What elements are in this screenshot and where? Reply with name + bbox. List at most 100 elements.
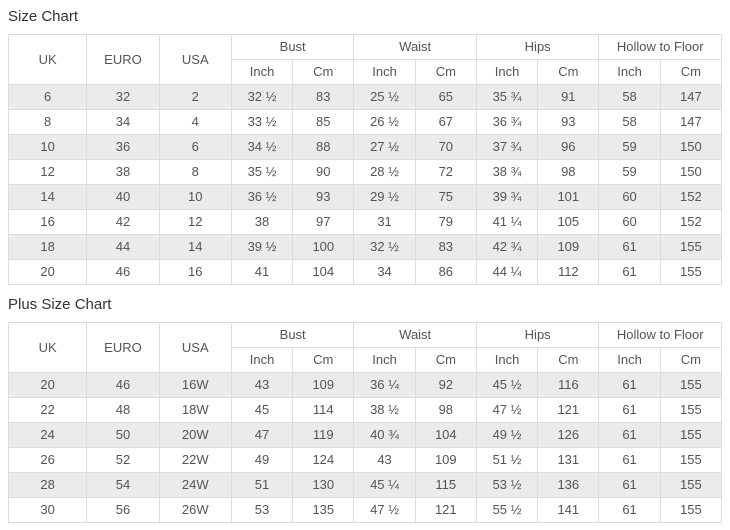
- group-header-cell: Bust: [230, 34, 355, 60]
- table-cell: 8: [158, 159, 232, 185]
- table-cell: 98: [414, 397, 477, 423]
- table-cell: 136: [537, 472, 600, 498]
- subheader-row: Inch Cm Inch Cm Inch Cm Inch Cm: [9, 59, 723, 85]
- table-cell: 147: [659, 84, 723, 110]
- subheader-cell: Cm: [292, 59, 355, 85]
- table-cell: 141: [537, 497, 600, 523]
- table-row: 26 52 22W 49 124 43 109 51 ½ 131 61 155: [7, 447, 723, 473]
- table-cell: 47 ½: [353, 497, 416, 523]
- table-cell: 20W: [158, 422, 232, 448]
- table-cell: 155: [659, 472, 723, 498]
- subheader-row: Inch Cm Inch Cm Inch Cm Inch Cm: [9, 347, 723, 373]
- table-cell: 44 ¼: [475, 259, 539, 285]
- table-cell: 101: [537, 184, 600, 210]
- table-cell: 49: [230, 447, 294, 473]
- table-cell: 52: [86, 447, 160, 473]
- table-cell: 51: [230, 472, 294, 498]
- table-row: 6 32 2 32 ½ 83 25 ½ 65 35 ¾ 91 58 147: [7, 84, 723, 110]
- table-cell: 12: [158, 209, 232, 235]
- table-cell: 114: [292, 397, 355, 423]
- table-cell: 152: [659, 209, 723, 235]
- table-cell: 60: [598, 209, 661, 235]
- group-header-cell: UK: [7, 34, 88, 85]
- table-cell: 28: [7, 472, 88, 498]
- table-cell: 36 ½: [230, 184, 294, 210]
- table-cell: 8: [7, 109, 88, 135]
- group-header-cell: USA: [158, 34, 232, 85]
- group-header-cell: Hips: [475, 322, 600, 348]
- table-cell: 40 ¾: [353, 422, 416, 448]
- table-cell: 61: [598, 472, 661, 498]
- table-cell: 58: [598, 84, 661, 110]
- subheader-cell: Inch: [353, 59, 416, 85]
- table-cell: 61: [598, 447, 661, 473]
- table-cell: 97: [292, 209, 355, 235]
- table-cell: 61: [598, 497, 661, 523]
- table-cell: 93: [292, 184, 355, 210]
- subheader-cell: Inch: [475, 59, 539, 85]
- table-cell: 100: [292, 234, 355, 260]
- subheader-cell: Cm: [537, 347, 600, 373]
- table-cell: 36 ¾: [475, 109, 539, 135]
- table-cell: 46: [86, 372, 160, 398]
- table-cell: 86: [414, 259, 477, 285]
- table-cell: 22W: [158, 447, 232, 473]
- table-cell: 32 ½: [230, 84, 294, 110]
- table-row: 14 40 10 36 ½ 93 29 ½ 75 39 ¾ 101 60 152: [7, 184, 723, 210]
- table-cell: 112: [537, 259, 600, 285]
- table-cell: 38 ¾: [475, 159, 539, 185]
- table-cell: 155: [659, 234, 723, 260]
- table-cell: 39 ½: [230, 234, 294, 260]
- table-cell: 152: [659, 184, 723, 210]
- table-cell: 109: [414, 447, 477, 473]
- table-cell: 53: [230, 497, 294, 523]
- table-cell: 135: [292, 497, 355, 523]
- table-cell: 70: [414, 134, 477, 160]
- size-chart-section: Size Chart UK EURO USA Bust Waist Hips Hollow …: [7, 8, 723, 285]
- table-cell: 14: [7, 184, 88, 210]
- group-header-cell: Waist: [353, 34, 477, 60]
- table-cell: 93: [537, 109, 600, 135]
- table-cell: 24: [7, 422, 88, 448]
- group-header-cell: EURO: [86, 322, 160, 373]
- subheader-cell: Cm: [414, 347, 477, 373]
- table-cell: 41: [230, 259, 294, 285]
- group-header-cell: Waist: [353, 322, 477, 348]
- table-cell: 39 ¾: [475, 184, 539, 210]
- subheader-cell: Cm: [659, 347, 723, 373]
- subheader-cell: Cm: [292, 347, 355, 373]
- table-cell: 96: [537, 134, 600, 160]
- table-cell: 22: [7, 397, 88, 423]
- size-chart-table: UK EURO USA Bust Waist Hips Hollow to Floor Inc…: [7, 34, 723, 285]
- table-cell: 34: [86, 109, 160, 135]
- table-cell: 46: [86, 259, 160, 285]
- table-cell: 29 ½: [353, 184, 416, 210]
- plus-size-chart-table: UK EURO USA Bust Waist Hips Hollow to Floor Inc…: [7, 322, 723, 523]
- table-cell: 59: [598, 134, 661, 160]
- table-cell: 6: [7, 84, 88, 110]
- table-cell: 56: [86, 497, 160, 523]
- subheader-cell: Inch: [598, 347, 661, 373]
- table-cell: 65: [414, 84, 477, 110]
- group-header-cell: EURO: [86, 34, 160, 85]
- table-cell: 10: [7, 134, 88, 160]
- table-cell: 105: [537, 209, 600, 235]
- table-cell: 32 ½: [353, 234, 416, 260]
- table-cell: 32: [86, 84, 160, 110]
- group-header-cell: UK: [7, 322, 88, 373]
- table-cell: 83: [414, 234, 477, 260]
- table-cell: 26W: [158, 497, 232, 523]
- table-cell: 16: [7, 209, 88, 235]
- table-cell: 115: [414, 472, 477, 498]
- table-row: 18 44 14 39 ½ 100 32 ½ 83 42 ¾ 109 61 155: [7, 234, 723, 260]
- table-cell: 61: [598, 372, 661, 398]
- table-cell: 131: [537, 447, 600, 473]
- table-cell: 72: [414, 159, 477, 185]
- table-cell: 58: [598, 109, 661, 135]
- table-cell: 155: [659, 497, 723, 523]
- table-cell: 79: [414, 209, 477, 235]
- group-header-cell: Hollow to Floor: [598, 322, 722, 348]
- table-cell: 16W: [158, 372, 232, 398]
- table-cell: 20: [7, 372, 88, 398]
- table-cell: 35 ½: [230, 159, 294, 185]
